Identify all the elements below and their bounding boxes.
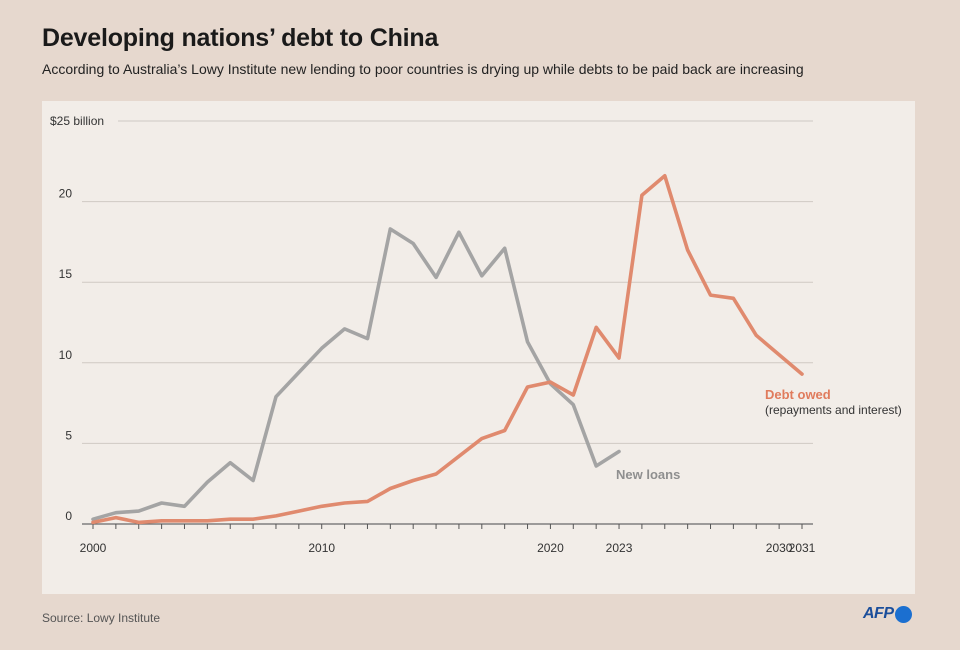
x-tick-label-0: 2000 bbox=[80, 541, 107, 555]
x-tick-label-4: 2030 bbox=[766, 541, 793, 555]
x-tick-label-2: 2020 bbox=[537, 541, 564, 555]
new-loans-line bbox=[91, 227, 621, 522]
source-note: Source: Lowy Institute bbox=[42, 611, 161, 625]
y-tick-label-3: 15 bbox=[59, 267, 73, 281]
chart-subtitle: According to Australia’s Lowy Institute … bbox=[42, 61, 804, 77]
afp-logo-text: AFP bbox=[863, 605, 894, 622]
y-tick-label-0: 0 bbox=[65, 509, 72, 523]
grid-lines bbox=[82, 120, 813, 525]
x-tick-label-1: 2010 bbox=[308, 541, 335, 555]
y-tick-label-5: $25 billion bbox=[50, 114, 104, 128]
debt-owed-sublabel: (repayments and interest) bbox=[765, 403, 902, 417]
y-tick-label-4: 20 bbox=[59, 187, 73, 201]
debt-owed-line bbox=[91, 174, 804, 525]
afp-logo: AFP bbox=[863, 605, 912, 623]
x-tick-label-3: 2023 bbox=[606, 541, 633, 555]
series-lines bbox=[91, 174, 804, 525]
new-loans-label: New loans bbox=[616, 467, 680, 482]
chart-title: Developing nations’ debt to China bbox=[42, 24, 439, 52]
y-axis-ticks: 0 5 10 15 20 $25 billion bbox=[50, 114, 104, 523]
afp-logo-dot-icon bbox=[894, 605, 912, 623]
debt-owed-label: Debt owed bbox=[765, 387, 831, 402]
y-tick-label-2: 10 bbox=[59, 348, 73, 362]
y-tick-label-1: 5 bbox=[65, 428, 72, 442]
x-tick-label-5: 2031 bbox=[789, 541, 816, 555]
